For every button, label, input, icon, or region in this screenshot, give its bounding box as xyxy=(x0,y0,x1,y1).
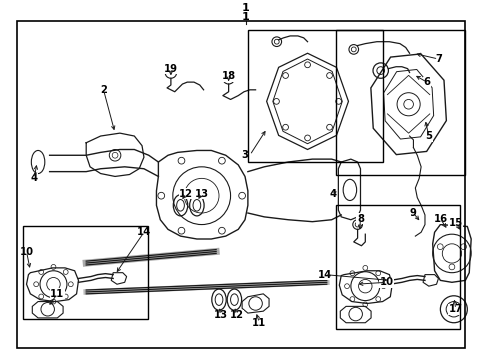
Text: 2: 2 xyxy=(100,85,107,95)
Text: 10: 10 xyxy=(20,247,33,257)
Bar xyxy=(337,30,466,175)
Text: 1: 1 xyxy=(242,3,250,13)
Text: 1: 1 xyxy=(242,12,250,22)
Bar xyxy=(23,226,148,319)
Text: 12: 12 xyxy=(179,189,193,199)
Text: 11: 11 xyxy=(50,289,65,299)
Text: 12: 12 xyxy=(229,310,244,320)
Text: 4: 4 xyxy=(31,174,38,183)
Bar xyxy=(337,205,460,329)
Text: 14: 14 xyxy=(318,270,332,280)
Text: 15: 15 xyxy=(449,218,463,228)
Text: 5: 5 xyxy=(425,131,432,141)
Text: 8: 8 xyxy=(357,214,364,224)
Text: 11: 11 xyxy=(252,318,267,328)
Text: 3: 3 xyxy=(241,150,248,160)
Bar xyxy=(248,30,383,162)
Text: 14: 14 xyxy=(137,227,151,237)
Text: 18: 18 xyxy=(221,71,236,81)
Text: 19: 19 xyxy=(164,64,178,74)
Text: 16: 16 xyxy=(433,214,447,224)
Text: 10: 10 xyxy=(379,277,393,287)
Text: 4: 4 xyxy=(329,189,336,199)
Text: 6: 6 xyxy=(423,77,430,87)
Text: 13: 13 xyxy=(195,189,209,199)
Text: 7: 7 xyxy=(435,54,442,64)
Text: 13: 13 xyxy=(214,310,228,320)
Text: 17: 17 xyxy=(449,304,463,314)
Text: 9: 9 xyxy=(410,208,417,218)
